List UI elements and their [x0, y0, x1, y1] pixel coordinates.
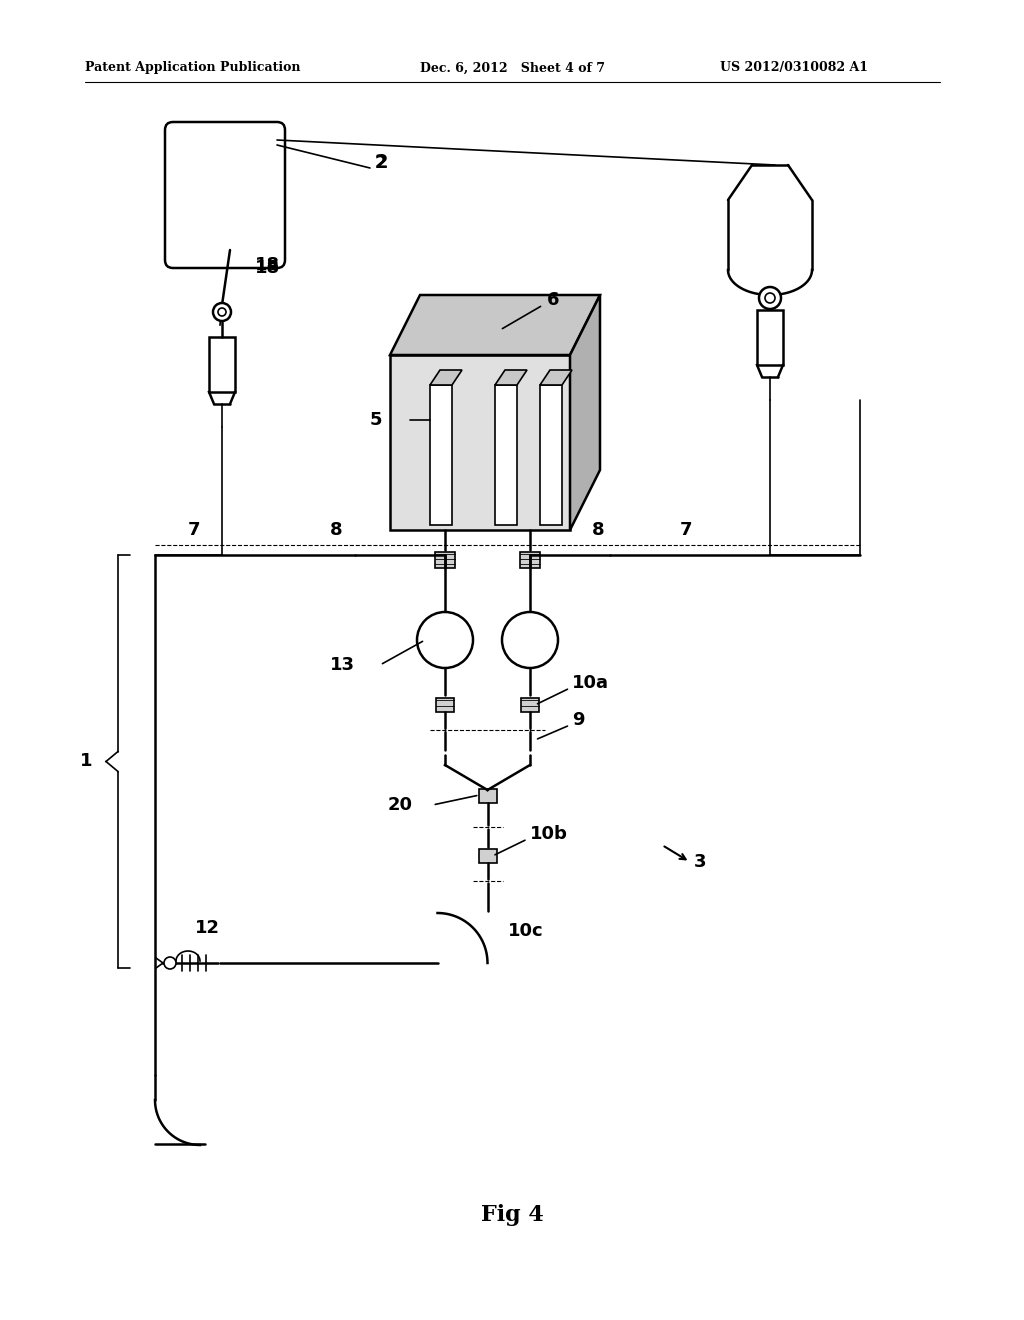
Text: 13: 13 — [330, 656, 355, 675]
Text: 1: 1 — [80, 752, 92, 771]
Text: 18: 18 — [255, 259, 281, 277]
Text: Fig 4: Fig 4 — [480, 1204, 544, 1226]
Bar — [478, 789, 497, 803]
Text: 10c: 10c — [508, 921, 543, 940]
Polygon shape — [570, 294, 600, 531]
Text: 18: 18 — [255, 256, 281, 275]
Text: 3: 3 — [694, 853, 707, 871]
Text: 7: 7 — [680, 521, 692, 539]
Bar — [478, 849, 497, 863]
Text: 8: 8 — [330, 521, 343, 539]
Circle shape — [417, 612, 473, 668]
Bar — [520, 552, 540, 568]
Text: 8: 8 — [592, 521, 604, 539]
Text: 2: 2 — [375, 154, 387, 172]
Circle shape — [502, 612, 558, 668]
Text: 12: 12 — [195, 919, 220, 937]
Polygon shape — [540, 370, 572, 385]
Text: 6: 6 — [547, 290, 559, 309]
Polygon shape — [390, 355, 570, 531]
FancyBboxPatch shape — [165, 121, 285, 268]
Text: US 2012/0310082 A1: US 2012/0310082 A1 — [720, 62, 868, 74]
Text: Dec. 6, 2012   Sheet 4 of 7: Dec. 6, 2012 Sheet 4 of 7 — [420, 62, 605, 74]
Circle shape — [218, 308, 226, 315]
Text: 5: 5 — [370, 411, 383, 429]
Polygon shape — [495, 370, 527, 385]
Text: 7: 7 — [188, 521, 201, 539]
Text: 20: 20 — [387, 796, 413, 814]
Polygon shape — [390, 294, 600, 355]
Bar — [436, 698, 454, 711]
Circle shape — [164, 957, 176, 969]
Bar — [435, 552, 455, 568]
Text: 10b: 10b — [529, 825, 567, 843]
Bar — [521, 698, 539, 711]
Polygon shape — [430, 385, 452, 525]
Polygon shape — [540, 385, 562, 525]
Bar — [209, 337, 234, 392]
Circle shape — [759, 286, 781, 309]
Text: Patent Application Publication: Patent Application Publication — [85, 62, 300, 74]
Text: 2: 2 — [375, 153, 389, 173]
Circle shape — [765, 293, 775, 304]
Polygon shape — [430, 370, 462, 385]
Polygon shape — [495, 385, 517, 525]
Text: 9: 9 — [572, 711, 585, 729]
Circle shape — [213, 304, 231, 321]
Bar — [757, 310, 783, 366]
Text: 10a: 10a — [572, 675, 609, 692]
